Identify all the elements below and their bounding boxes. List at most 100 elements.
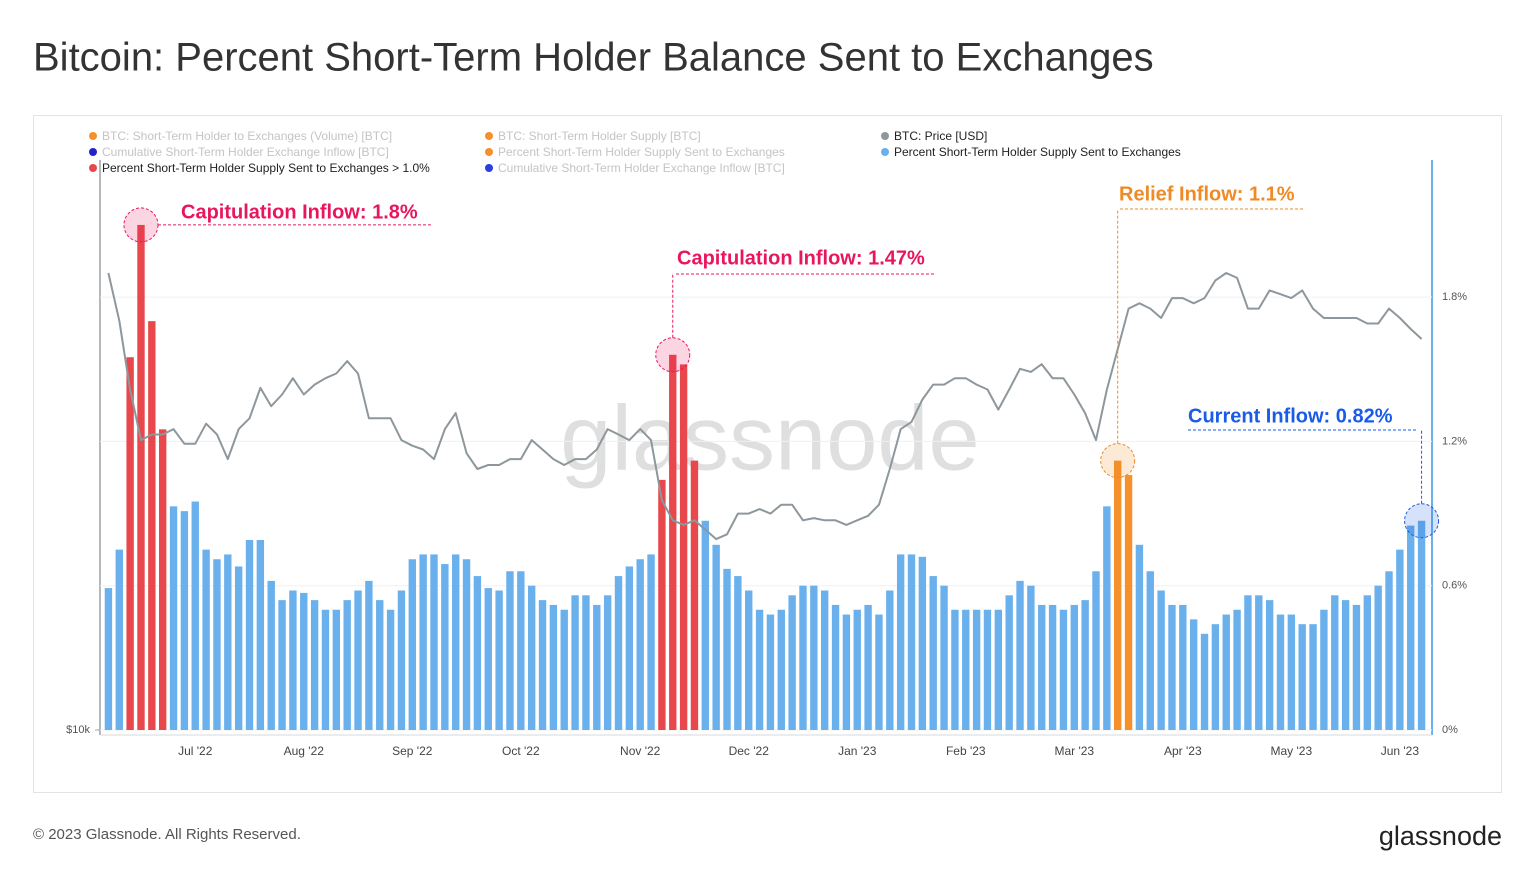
- bar: [820, 590, 829, 730]
- x-tick-label: May '23: [1271, 744, 1313, 758]
- bar: [1114, 460, 1122, 730]
- bar: [1276, 614, 1285, 730]
- x-tick-label: Dec '22: [729, 744, 770, 758]
- legend-label: BTC: Short-Term Holder to Exchanges (Vol…: [102, 129, 392, 143]
- bar: [1070, 604, 1078, 730]
- bar: [690, 460, 699, 730]
- bar: [354, 590, 362, 730]
- legend-dot: [485, 132, 493, 140]
- annotation-label: Relief Inflow: 1.1%: [1119, 183, 1295, 205]
- legend-label: Percent Short-Term Holder Supply Sent to…: [498, 145, 785, 159]
- y-tick-label: $10k: [66, 724, 90, 736]
- bar: [1244, 595, 1252, 730]
- bar: [864, 604, 872, 730]
- bar: [994, 609, 1003, 730]
- bar: [1135, 544, 1144, 730]
- bar: [1189, 619, 1198, 730]
- legend-dot: [881, 132, 889, 140]
- bar: [571, 595, 579, 730]
- plot: glassnode BTC: Short-Term Holder to Excha…: [66, 129, 1467, 758]
- annotation-circle: [1404, 503, 1440, 539]
- bar: [462, 559, 471, 730]
- bar: [831, 604, 840, 730]
- bar: [669, 354, 677, 730]
- bar: [126, 357, 134, 730]
- legend-label: Cumulative Short-Term Holder Exchange In…: [102, 145, 389, 159]
- bar: [1407, 525, 1415, 730]
- bar: [701, 520, 710, 730]
- bar: [234, 566, 243, 730]
- bar: [896, 554, 905, 730]
- x-tick-label: Mar '23: [1054, 744, 1094, 758]
- bar: [441, 564, 449, 730]
- bar: [1320, 609, 1328, 730]
- bar: [1038, 604, 1046, 730]
- bar: [224, 554, 232, 730]
- watermark: glassnode: [560, 387, 979, 489]
- annotation-label: Current Inflow: 0.82%: [1188, 405, 1393, 427]
- bar: [929, 576, 937, 730]
- bar: [1048, 604, 1057, 730]
- bar: [419, 554, 427, 730]
- bar: [755, 609, 764, 730]
- bar: [1309, 624, 1317, 730]
- bar: [886, 590, 894, 730]
- bar: [647, 554, 655, 730]
- bar: [1222, 614, 1230, 730]
- footer: © 2023 Glassnode. All Rights Reserved.: [33, 826, 301, 843]
- bar: [213, 559, 221, 730]
- bar: [603, 595, 612, 730]
- bar: [473, 576, 482, 730]
- bar: [1016, 580, 1024, 730]
- annotation-circle: [655, 337, 691, 373]
- x-tick-label: Feb '23: [946, 744, 986, 758]
- bar: [115, 549, 123, 730]
- annotation-label: Capitulation Inflow: 1.47%: [677, 247, 925, 269]
- bar: [191, 501, 199, 730]
- annotation-circle: [1100, 443, 1136, 479]
- legend-label: Percent Short-Term Holder Supply Sent to…: [894, 145, 1181, 159]
- bar: [1092, 571, 1100, 730]
- bar: [321, 609, 330, 730]
- legend-dot: [89, 164, 97, 172]
- x-tick-label: Nov '22: [620, 744, 661, 758]
- bar: [777, 609, 785, 730]
- bar: [332, 609, 341, 730]
- bar: [1385, 571, 1393, 730]
- bar: [538, 600, 547, 730]
- bar: [560, 609, 568, 730]
- y2-tick-label: 1.2%: [1442, 435, 1467, 447]
- bar: [376, 600, 384, 730]
- bar: [1341, 600, 1350, 730]
- legend-label: Cumulative Short-Term Holder Exchange In…: [498, 161, 785, 175]
- bar: [517, 571, 525, 730]
- x-tick-label: Aug '22: [284, 744, 325, 758]
- x-tick-label: Apr '23: [1164, 744, 1202, 758]
- bar: [875, 614, 883, 730]
- bar: [104, 588, 113, 730]
- bar: [810, 585, 818, 730]
- bar: [1157, 590, 1165, 730]
- bar: [940, 585, 948, 730]
- bar: [278, 600, 286, 730]
- legend-label: BTC: Short-Term Holder Supply [BTC]: [498, 129, 701, 143]
- page-title: Bitcoin: Percent Short-Term Holder Balan…: [33, 36, 1154, 80]
- legend-dot: [89, 148, 97, 156]
- bar: [734, 576, 742, 730]
- annotation-label: Capitulation Inflow: 1.8%: [181, 201, 418, 223]
- bar: [256, 540, 265, 730]
- bar: [625, 566, 634, 730]
- bar: [972, 609, 981, 730]
- y2-tick-label: 0.6%: [1442, 580, 1467, 592]
- bar: [712, 544, 720, 730]
- x-tick-label: Oct '22: [502, 744, 540, 758]
- logo: glassnode: [1379, 821, 1502, 851]
- annotation-circle: [123, 207, 159, 243]
- bar: [1200, 633, 1209, 730]
- bar: [1265, 600, 1274, 730]
- bar: [1233, 609, 1241, 730]
- bar: [614, 576, 623, 730]
- bar: [137, 224, 145, 730]
- legend-dot: [485, 164, 493, 172]
